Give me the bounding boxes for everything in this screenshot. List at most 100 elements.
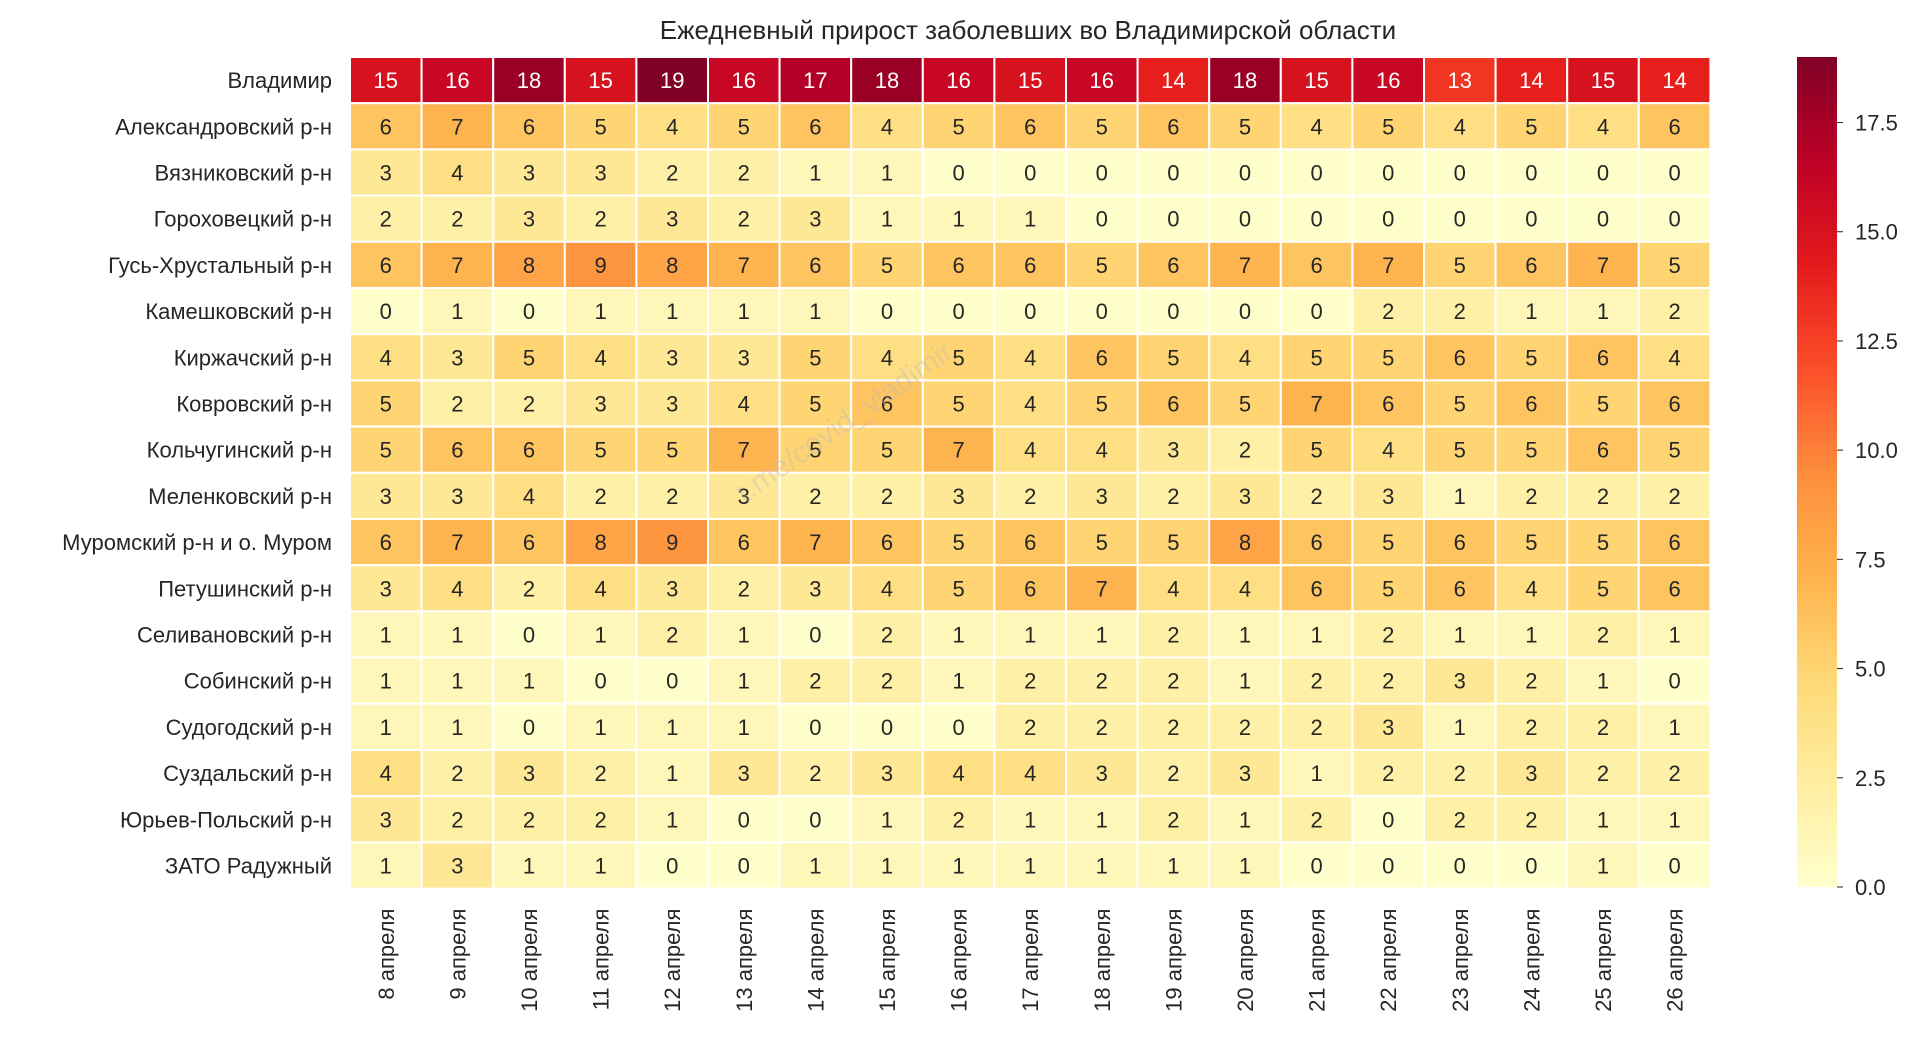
heatmap-cell-r11-c11: [1136, 564, 1211, 613]
heatmap-cell-r11-c12: [1208, 564, 1282, 613]
x-tick-label: 12 апреля: [660, 909, 685, 1012]
cell-value-label: 3: [594, 161, 606, 186]
cell-value-label: 0: [1310, 299, 1322, 324]
cell-value-label: 6: [952, 253, 964, 278]
cell-value-label: 5: [666, 438, 678, 463]
heatmap-cell-r13-c15: [1423, 656, 1497, 705]
cell-value-label: 1: [594, 299, 606, 324]
heatmap-cell-r12-c5: [707, 610, 781, 659]
cell-value-label: 8: [594, 530, 606, 555]
heatmap-cell-r11-c9: [993, 564, 1068, 613]
cell-value-label: 3: [738, 761, 750, 786]
cell-value-label: 2: [594, 807, 606, 832]
cell-value-label: 17: [803, 68, 827, 93]
cell-value-label: 4: [952, 761, 964, 786]
cell-value-label: 9: [666, 530, 678, 555]
cell-value-label: 18: [1233, 68, 1257, 93]
heatmap-cell-r6-c7: [850, 333, 924, 382]
cell-value-label: 0: [1525, 854, 1537, 879]
cell-value-label: 1: [666, 807, 678, 832]
cell-value-label: 2: [1668, 484, 1680, 509]
cell-value-label: 1: [881, 854, 893, 879]
cell-value-label: 2: [1668, 761, 1680, 786]
heatmap-cell-r17-c15: [1423, 841, 1497, 890]
cell-value-label: 5: [380, 438, 392, 463]
heatmap-cell-r13-c2: [492, 656, 566, 705]
cell-value-label: 1: [1668, 807, 1680, 832]
heatmap-cell-r11-c4: [635, 564, 710, 613]
x-tick-label: 11 апреля: [589, 909, 614, 1011]
heatmap-cell-r3-c1: [420, 194, 495, 243]
cell-value-label: 5: [1096, 253, 1108, 278]
cell-value-label: 4: [451, 161, 463, 186]
colorbar-tick-label: 5.0: [1855, 657, 1886, 682]
cell-value-label: 1: [1597, 854, 1609, 879]
cell-value-label: 0: [1668, 207, 1680, 232]
cell-value-label: 0: [738, 807, 750, 832]
cell-value-label: 8: [1239, 530, 1251, 555]
heatmap-cell-r1-c9: [993, 102, 1068, 151]
cell-value-label: 16: [946, 68, 970, 93]
cell-value-label: 3: [523, 761, 535, 786]
cell-value-label: 6: [1668, 392, 1680, 417]
colorbar-tick-label: 15.0: [1855, 220, 1898, 245]
cell-value-label: 2: [1382, 669, 1394, 694]
y-tick-label: Селивановский р-н: [137, 623, 332, 648]
cell-value-label: 5: [809, 438, 821, 463]
y-tick-label: Судогодский р-н: [166, 715, 332, 740]
y-tick-label: ЗАТО Радужный: [165, 854, 332, 879]
cell-value-label: 5: [1167, 530, 1179, 555]
cell-value-label: 6: [523, 438, 535, 463]
cell-value-label: 1: [952, 207, 964, 232]
cell-value-label: 1: [380, 715, 392, 740]
cell-value-label: 0: [1454, 161, 1466, 186]
cell-value-label: 4: [380, 761, 392, 786]
cell-value-label: 15: [1304, 68, 1328, 93]
y-tick-label: Киржачский р-н: [174, 345, 332, 370]
cell-value-label: 1: [738, 715, 750, 740]
cell-value-label: 2: [1310, 484, 1322, 509]
cell-value-label: 0: [1382, 807, 1394, 832]
cell-value-label: 0: [952, 715, 964, 740]
heatmap-cell-r3-c9: [993, 194, 1068, 243]
heatmap-cell-r0-c18: [1637, 56, 1712, 105]
cell-value-label: 1: [1310, 761, 1322, 786]
cell-value-label: 6: [1668, 576, 1680, 601]
heatmap-cell-r7-c15: [1423, 379, 1497, 428]
heatmap-cell-r6-c11: [1136, 333, 1211, 382]
cell-value-label: 2: [809, 669, 821, 694]
heatmap-cell-r15-c5: [707, 749, 781, 798]
heatmap-cell-r2-c9: [993, 148, 1068, 197]
cell-value-label: 0: [738, 854, 750, 879]
cell-value-label: 0: [952, 299, 964, 324]
cell-value-label: 4: [1239, 576, 1251, 601]
cell-value-label: 7: [451, 114, 463, 139]
heatmap-cell-r10-c3: [563, 518, 638, 567]
cell-value-label: 6: [380, 114, 392, 139]
heatmap-cell-r10-c15: [1423, 518, 1497, 567]
heatmap-cell-r15-c12: [1208, 749, 1282, 798]
cell-value-label: 3: [380, 161, 392, 186]
heatmap-cell-r7-c11: [1136, 379, 1211, 428]
heatmap-cell-r7-c8: [921, 379, 996, 428]
cell-value-label: 5: [952, 576, 964, 601]
heatmap-cell-r10-c4: [635, 518, 710, 567]
cell-value-label: 3: [666, 207, 678, 232]
cell-value-label: 6: [451, 438, 463, 463]
heatmap-cell-r8-c13: [1279, 425, 1354, 474]
cell-value-label: 5: [809, 345, 821, 370]
cell-value-label: 1: [380, 623, 392, 648]
heatmap-cell-r2-c11: [1136, 148, 1211, 197]
y-tick-label: Кольчугинский р-н: [147, 438, 332, 463]
heatmap-cell-r17-c7: [850, 841, 924, 890]
cell-value-label: 2: [738, 207, 750, 232]
cell-value-label: 2: [1597, 484, 1609, 509]
heatmap-cell-r16-c18: [1637, 795, 1712, 844]
cell-value-label: 1: [1239, 807, 1251, 832]
heatmap-cell-r3-c18: [1637, 194, 1712, 243]
heatmap-cell-r11-c7: [850, 564, 924, 613]
cell-value-label: 2: [451, 392, 463, 417]
cell-value-label: 1: [1525, 299, 1537, 324]
cell-value-label: 6: [1024, 114, 1036, 139]
cell-value-label: 1: [809, 854, 821, 879]
